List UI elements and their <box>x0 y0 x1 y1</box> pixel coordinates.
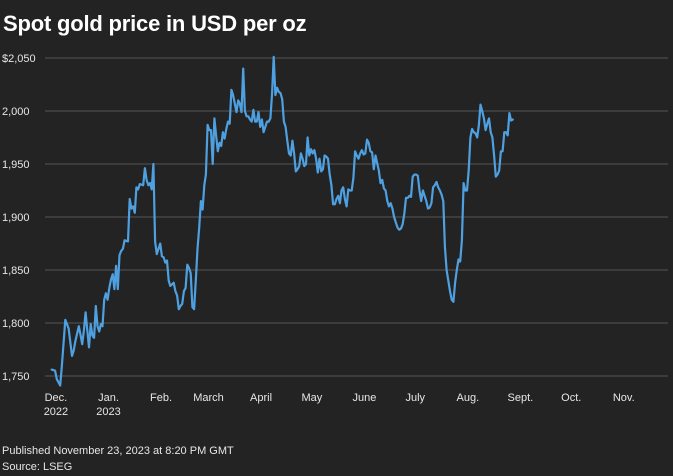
line-chart: $2,050 2,000 1,950 1,900 1,850 1,800 1,750 Dec.… <box>2 53 668 418</box>
x-tick-label: Oct. <box>561 392 581 404</box>
y-tick-label: 1,950 <box>2 159 30 171</box>
x-tick-label: May <box>301 392 322 404</box>
x-tick-label: Nov. <box>613 392 635 404</box>
y-tick-label: 1,750 <box>2 371 30 383</box>
published-note: Published November 23, 2023 at 8:20 PM G… <box>2 445 234 457</box>
y-tick-label: 2,000 <box>2 106 30 118</box>
x-tick-label: Feb. <box>150 392 172 404</box>
x-tick-label: Dec. <box>45 392 68 404</box>
x-tick-label: Aug. <box>457 392 480 404</box>
source-note: Source: LSEG <box>2 461 73 473</box>
x-tick-label: June <box>353 392 377 404</box>
y-tick-label: 1,900 <box>2 212 30 224</box>
y-tick-label: 1,800 <box>2 318 30 330</box>
x-tick-label: March <box>193 392 224 404</box>
y-tick-label: $2,050 <box>2 53 36 65</box>
price-series-line <box>50 55 514 387</box>
y-tick-label: 1,850 <box>2 265 30 277</box>
chart-title: Spot gold price in USD per oz <box>3 11 307 36</box>
x-tick-label: Sept. <box>508 392 534 404</box>
x-tick-label: July <box>406 392 426 404</box>
x-tick-label: 2022 <box>44 406 68 418</box>
chart-footer: Published November 23, 2023 at 8:20 PM G… <box>2 443 234 475</box>
x-tick-label: 2023 <box>96 406 120 418</box>
x-tick-label: April <box>250 392 272 404</box>
x-tick-label: Jan. <box>98 392 119 404</box>
